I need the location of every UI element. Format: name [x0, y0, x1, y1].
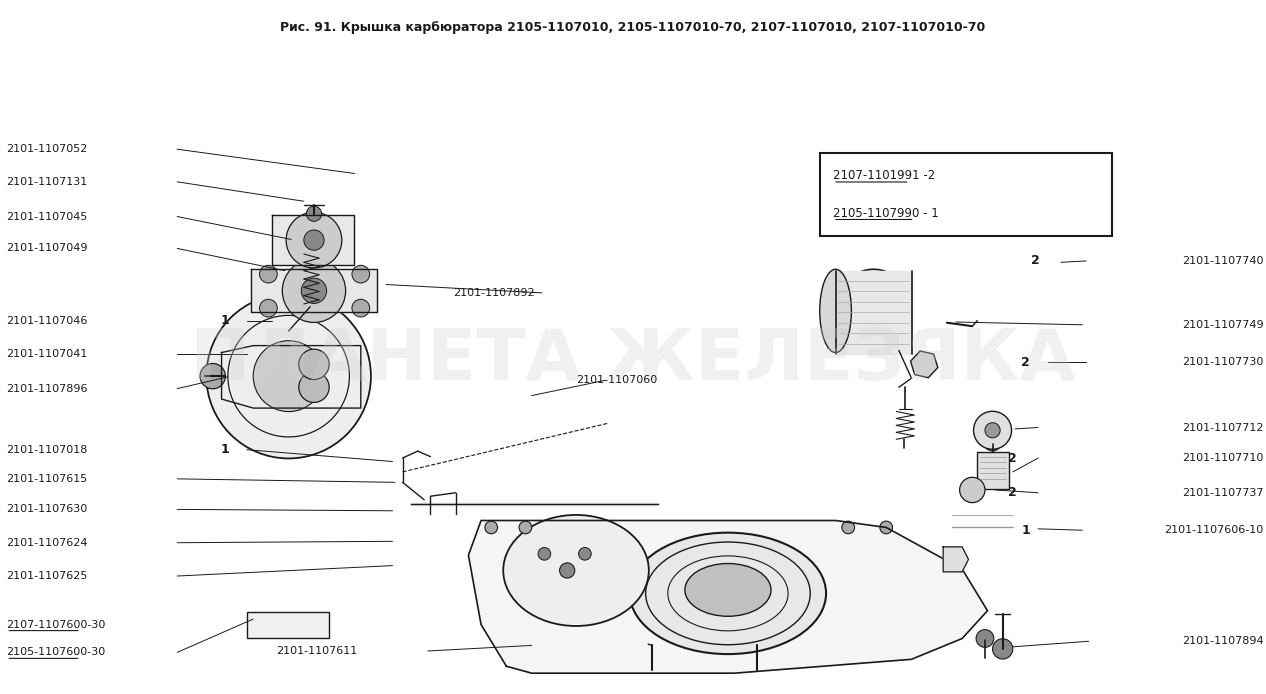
Ellipse shape	[685, 564, 771, 616]
Text: 2101-1107049: 2101-1107049	[6, 244, 87, 253]
Text: 2101-1107018: 2101-1107018	[6, 445, 87, 455]
Text: 2: 2	[1022, 356, 1029, 369]
Text: 2101-1107131: 2101-1107131	[6, 177, 87, 187]
Circle shape	[304, 230, 324, 251]
Text: 2101-1107896: 2101-1107896	[6, 384, 87, 393]
Bar	[247, 612, 329, 638]
Circle shape	[260, 299, 277, 317]
Text: 2101-1107060: 2101-1107060	[576, 375, 657, 385]
Polygon shape	[943, 547, 968, 572]
Text: 2101-1107624: 2101-1107624	[6, 538, 87, 548]
Text: ПЛАНЕТА ЖЕЛЕЗЯКА: ПЛАНЕТА ЖЕЛЕЗЯКА	[190, 326, 1076, 396]
Polygon shape	[272, 215, 354, 265]
Text: 2101-1107606-10: 2101-1107606-10	[1165, 525, 1263, 535]
Text: 2101-1107615: 2101-1107615	[6, 474, 87, 484]
Ellipse shape	[629, 533, 825, 654]
Circle shape	[519, 521, 532, 534]
Circle shape	[200, 364, 225, 389]
Circle shape	[560, 563, 575, 578]
Circle shape	[306, 206, 322, 221]
Text: 2101-1107045: 2101-1107045	[6, 212, 87, 221]
Circle shape	[282, 259, 346, 323]
Text: 2101-1107737: 2101-1107737	[1182, 488, 1263, 498]
Text: 2: 2	[1009, 486, 1017, 499]
Circle shape	[301, 278, 327, 303]
Circle shape	[206, 294, 371, 459]
Text: 2101-1107046: 2101-1107046	[6, 316, 87, 325]
Polygon shape	[836, 271, 912, 354]
Circle shape	[352, 299, 370, 317]
Circle shape	[253, 341, 324, 412]
Circle shape	[880, 521, 893, 534]
Text: 1: 1	[222, 443, 229, 456]
Text: 1: 1	[222, 314, 229, 327]
Bar	[977, 452, 1009, 489]
Text: 2105-1107600-30: 2105-1107600-30	[6, 648, 105, 657]
Text: 1: 1	[1022, 524, 1029, 536]
Circle shape	[286, 212, 342, 268]
Text: 2101-1107894: 2101-1107894	[1182, 636, 1263, 646]
Circle shape	[985, 423, 1000, 438]
Text: 2101-1107712: 2101-1107712	[1182, 423, 1263, 432]
Text: 2101-1107052: 2101-1107052	[6, 144, 87, 154]
Text: 2101-1107749: 2101-1107749	[1182, 320, 1263, 330]
Polygon shape	[222, 346, 361, 408]
Circle shape	[485, 521, 498, 534]
Polygon shape	[468, 520, 987, 673]
Circle shape	[993, 638, 1013, 659]
Text: 2107-1107600-30: 2107-1107600-30	[6, 620, 105, 629]
Text: 2101-1107041: 2101-1107041	[6, 349, 87, 359]
Text: 2101-1107740: 2101-1107740	[1182, 256, 1263, 266]
Text: 2101-1107630: 2101-1107630	[6, 505, 87, 514]
Text: 2101-1107710: 2101-1107710	[1182, 453, 1263, 463]
Text: 2: 2	[1009, 452, 1017, 464]
Text: 2101-1107625: 2101-1107625	[6, 571, 87, 581]
Circle shape	[538, 548, 551, 560]
Circle shape	[299, 349, 329, 380]
Text: 2101-1107730: 2101-1107730	[1182, 357, 1263, 367]
Text: 2105-1107990 - 1: 2105-1107990 - 1	[833, 207, 939, 220]
Bar	[820, 153, 1112, 236]
Circle shape	[976, 629, 994, 648]
Circle shape	[974, 412, 1012, 449]
Ellipse shape	[836, 269, 912, 353]
Text: 2: 2	[1032, 255, 1039, 267]
Circle shape	[260, 265, 277, 283]
Circle shape	[842, 521, 855, 534]
Circle shape	[984, 433, 1001, 451]
Circle shape	[960, 477, 985, 502]
Text: 2101-1107611: 2101-1107611	[276, 646, 357, 656]
Text: 2107-1101991 -2: 2107-1101991 -2	[833, 169, 936, 183]
Circle shape	[352, 265, 370, 283]
Ellipse shape	[820, 269, 852, 353]
Text: Рис. 91. Крышка карбюратора 2105-1107010, 2105-1107010-70, 2107-1107010, 2107-11: Рис. 91. Крышка карбюратора 2105-1107010…	[280, 22, 986, 34]
Circle shape	[579, 548, 591, 560]
Text: 2101-1107892: 2101-1107892	[453, 288, 534, 298]
Circle shape	[299, 372, 329, 403]
Ellipse shape	[503, 515, 648, 626]
Polygon shape	[251, 269, 377, 312]
